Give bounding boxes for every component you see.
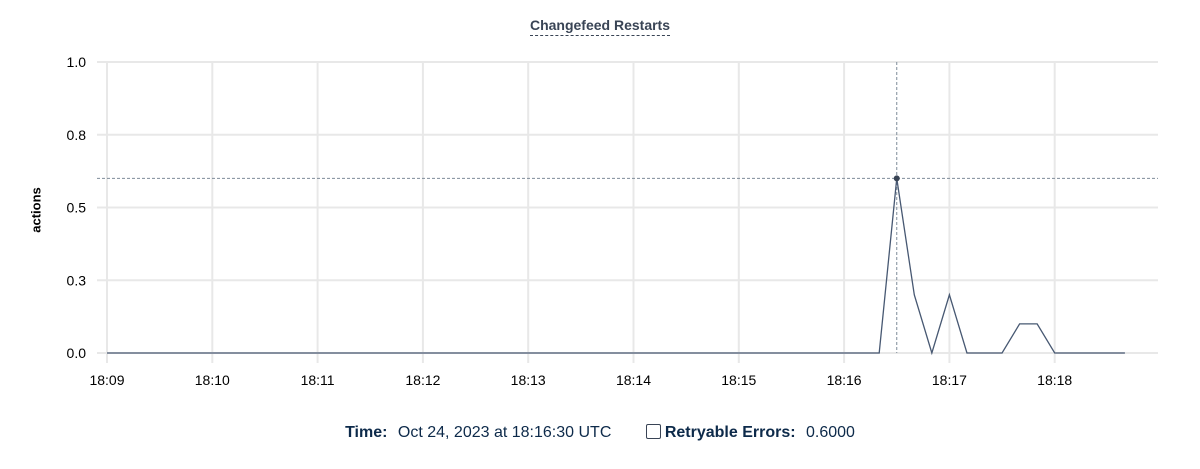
y-tick-label: 0.0 bbox=[67, 345, 87, 361]
x-tick-label: 18:10 bbox=[195, 372, 230, 388]
x-tick-label: 18:18 bbox=[1037, 372, 1072, 388]
chart-title[interactable]: Changefeed Restarts bbox=[529, 17, 671, 36]
x-tick-label: 18:12 bbox=[405, 372, 440, 388]
y-tick-label: 1.0 bbox=[67, 54, 87, 70]
hover-point bbox=[893, 175, 900, 182]
legend: Time: Oct 24, 2023 at 18:16:30 UTC Retry… bbox=[0, 424, 1200, 442]
series-checkbox[interactable] bbox=[645, 424, 661, 439]
time-value: Oct 24, 2023 at 18:16:30 UTC bbox=[397, 424, 612, 441]
x-tick-label: 18:17 bbox=[932, 372, 967, 388]
x-tick-label: 18:16 bbox=[827, 372, 862, 388]
series-label[interactable]: Retryable Errors: bbox=[664, 424, 796, 441]
x-tick-label: 18:11 bbox=[301, 372, 335, 388]
y-tick-label: 0.3 bbox=[67, 272, 87, 288]
series-value: 0.6000 bbox=[806, 424, 855, 441]
y-tick-label: 0.8 bbox=[67, 127, 87, 143]
chart-title-wrap: Changefeed Restarts bbox=[0, 17, 1200, 36]
x-tick-label: 18:09 bbox=[89, 372, 124, 388]
x-tick-label: 18:13 bbox=[511, 372, 546, 388]
x-tick-label: 18:14 bbox=[616, 372, 651, 388]
series-line bbox=[107, 178, 1125, 356]
x-tick-label: 18:15 bbox=[721, 372, 756, 388]
y-tick-label: 0.5 bbox=[67, 200, 87, 216]
time-label: Time: bbox=[345, 424, 388, 441]
